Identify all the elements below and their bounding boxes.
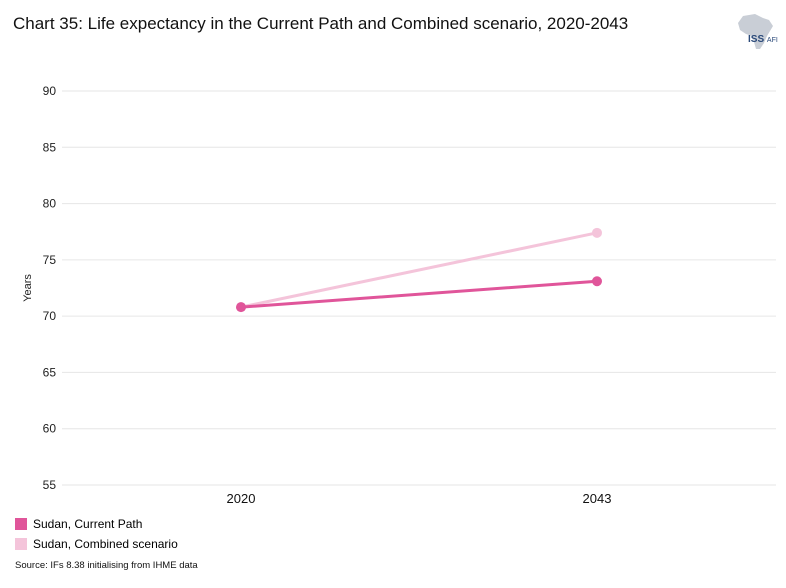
data-point-current-path-2043	[592, 276, 602, 287]
data-point-current-path-2020	[236, 302, 246, 313]
legend: Sudan, Current Path Sudan, Combined scen…	[15, 514, 178, 554]
legend-swatch-combined	[15, 538, 27, 550]
y-tick-labels: 55 60 65 70 75 80 85 90	[43, 84, 57, 492]
series-line-current-path	[239, 279, 599, 309]
y-tick-label: 80	[43, 197, 57, 211]
y-tick-label: 65	[43, 365, 57, 379]
legend-swatch-current-path	[15, 518, 27, 530]
y-axis-label: Years	[22, 274, 34, 302]
logo-main: ISS	[748, 34, 765, 45]
legend-item-combined: Sudan, Combined scenario	[15, 534, 178, 554]
y-tick-label: 60	[43, 422, 57, 436]
source-note: Source: IFs 8.38 initialising from IHME …	[15, 560, 198, 571]
y-tick-label: 70	[43, 309, 57, 323]
x-tick-label: 2043	[583, 491, 612, 506]
x-tick-labels: 2020 2043	[227, 491, 612, 506]
gridlines	[62, 90, 776, 486]
y-tick-label: 85	[43, 140, 57, 154]
x-tick-label: 2020	[227, 491, 256, 506]
data-point-combined-2043	[592, 227, 602, 238]
logo-sub: AFI	[766, 37, 778, 44]
legend-label-current-path: Sudan, Current Path	[33, 517, 143, 531]
y-tick-label: 90	[43, 84, 57, 98]
y-tick-label: 55	[43, 478, 57, 492]
series-lines	[236, 227, 602, 313]
series-line-combined	[239, 231, 599, 309]
chart-title: Chart 35: Life expectancy in the Current…	[13, 14, 629, 33]
logo-text: ISS AFI	[748, 34, 778, 45]
legend-label-combined: Sudan, Combined scenario	[33, 537, 178, 551]
africa-map-icon	[738, 14, 773, 49]
y-tick-label: 75	[43, 253, 57, 267]
legend-item-current-path: Sudan, Current Path	[15, 514, 178, 534]
